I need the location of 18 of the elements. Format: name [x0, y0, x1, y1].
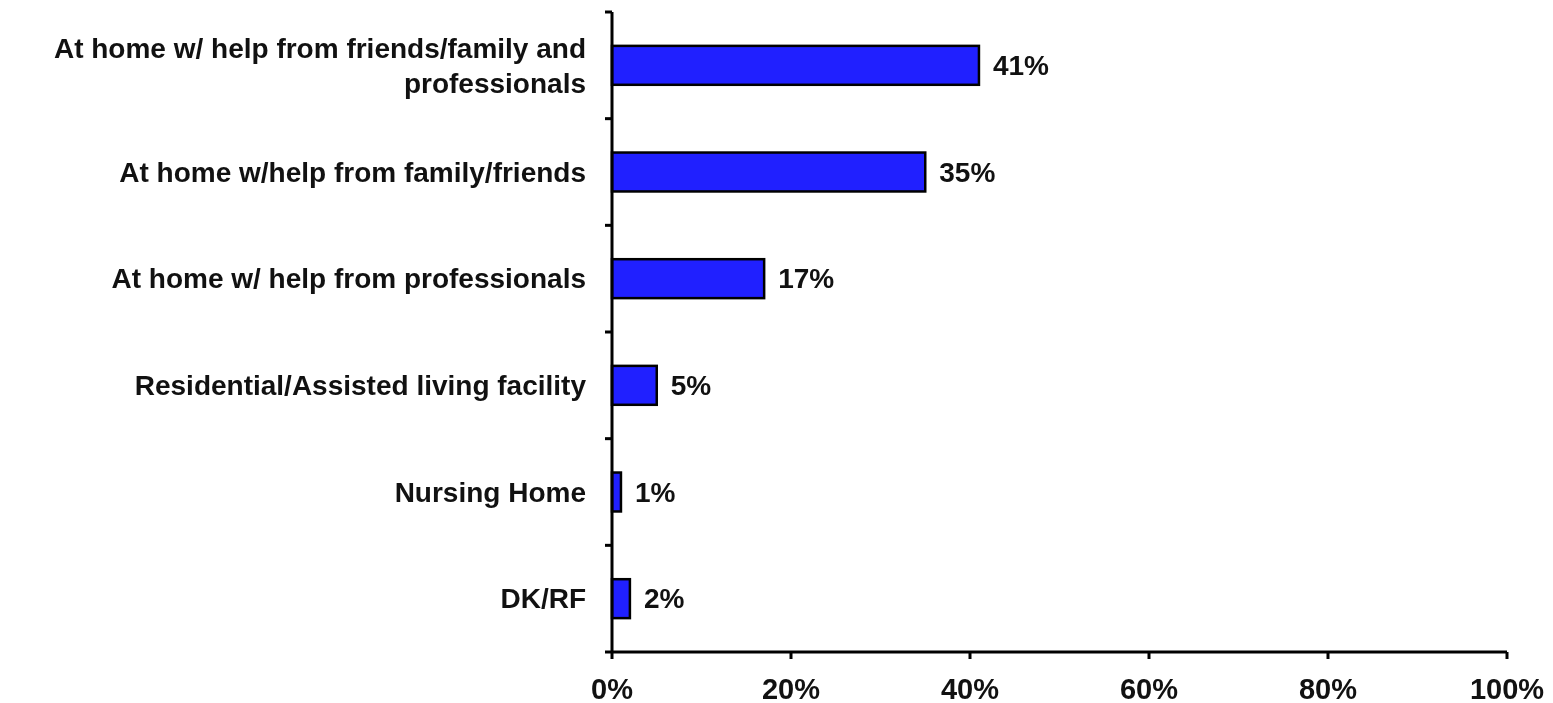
data-label: 35%: [939, 156, 996, 188]
x-tick-label: 60%: [1119, 673, 1179, 703]
y-tick-label: Residential/Assisted living facility: [134, 370, 587, 402]
x-tick-label: 20%: [761, 673, 821, 703]
x-tick-label: 80%: [1298, 673, 1358, 703]
y-tick-label: Nursing Home: [394, 476, 586, 508]
data-label: 2%: [643, 583, 685, 615]
data-label: 17%: [778, 263, 835, 295]
y-tick-label: DK/RF: [500, 583, 586, 615]
data-label: 41%: [992, 50, 1050, 82]
data-label: 1%: [634, 476, 676, 508]
x-tick-label: 40%: [940, 673, 1000, 703]
x-tick-label: 100%: [1469, 673, 1545, 703]
data-label: 5%: [670, 370, 712, 402]
y-tick-label: At home w/ help from friends/family and professionals: [53, 32, 586, 99]
x-tick-label: 0%: [591, 673, 634, 703]
y-tick-label: At home w/help from family/friends: [119, 156, 586, 188]
y-tick-label: At home w/ help from professionals: [111, 263, 586, 295]
